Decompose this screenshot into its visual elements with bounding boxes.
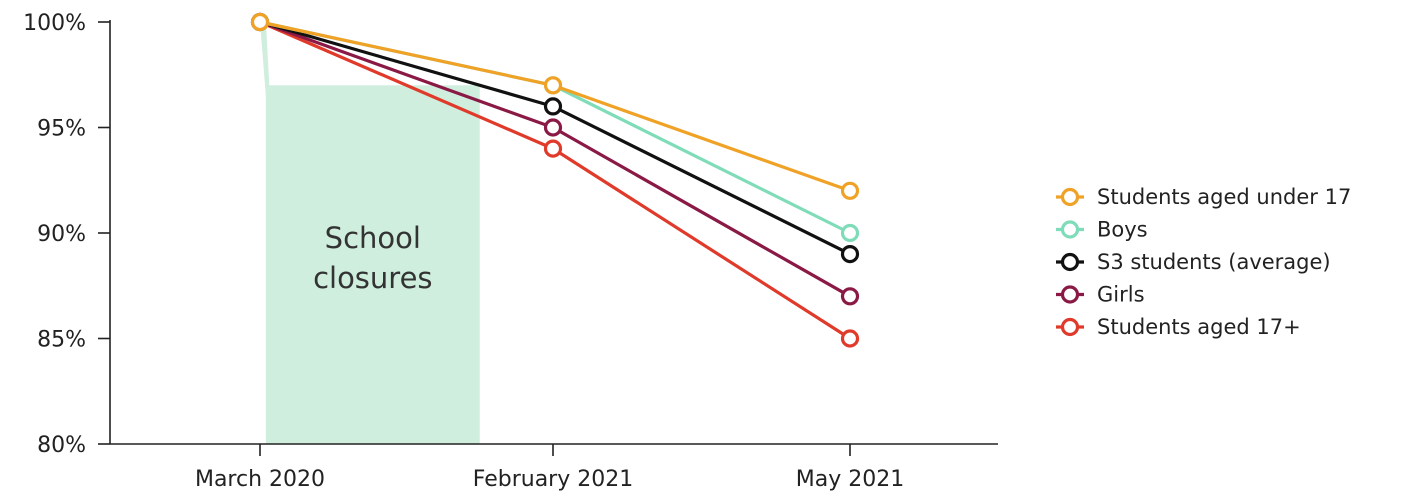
data-point <box>543 76 563 95</box>
y-tick-label: 90% <box>37 222 86 247</box>
data-point <box>840 181 860 200</box>
axes: 100% 95% 90% 85% 80% March 2020 February 2021 M… <box>23 11 998 492</box>
y-tick-label: 95% <box>37 117 86 142</box>
data-point <box>840 223 860 243</box>
data-point <box>840 245 860 264</box>
legend-marker <box>1060 317 1080 337</box>
x-tick-label: May 2021 <box>796 467 904 492</box>
y-tick-label: 85% <box>37 328 86 353</box>
school-closures-region-top <box>260 22 270 96</box>
legend-item: Girls <box>1056 283 1145 307</box>
y-tick-label: 100% <box>23 11 86 36</box>
legend: Students aged under 17 Boys S3 students (a… <box>1056 185 1351 339</box>
legend-item: Students aged under 17 <box>1056 185 1351 209</box>
school-closures-region <box>265 85 480 445</box>
legend-marker <box>1060 252 1080 272</box>
legend-marker <box>1060 285 1080 304</box>
x-tick-label: March 2020 <box>195 467 325 492</box>
legend-label: Students aged 17+ <box>1097 315 1301 339</box>
series-students-aged-under-17 <box>250 12 860 200</box>
legend-item: Boys <box>1056 218 1148 242</box>
data-point <box>543 97 563 116</box>
data-point <box>543 139 563 158</box>
series-layer <box>250 12 860 348</box>
y-tick-label: 80% <box>37 433 86 458</box>
legend-item: Students aged 17+ <box>1056 315 1301 339</box>
legend-label: Girls <box>1097 283 1145 307</box>
shaded-region-layer: School closures <box>260 22 480 445</box>
legend-label: Boys <box>1097 218 1148 242</box>
school-closures-label: School <box>325 221 421 255</box>
legend-label: Students aged under 17 <box>1097 185 1351 209</box>
data-point <box>250 12 270 32</box>
data-point <box>543 118 563 137</box>
legend-marker <box>1060 220 1080 239</box>
legend-marker <box>1060 187 1080 207</box>
legend-item: S3 students (average) <box>1056 250 1331 274</box>
data-point <box>840 329 860 348</box>
x-tick-label: February 2021 <box>473 467 633 492</box>
data-point <box>840 287 860 306</box>
legend-label: S3 students (average) <box>1097 250 1331 274</box>
school-closures-label: closures <box>313 261 432 295</box>
